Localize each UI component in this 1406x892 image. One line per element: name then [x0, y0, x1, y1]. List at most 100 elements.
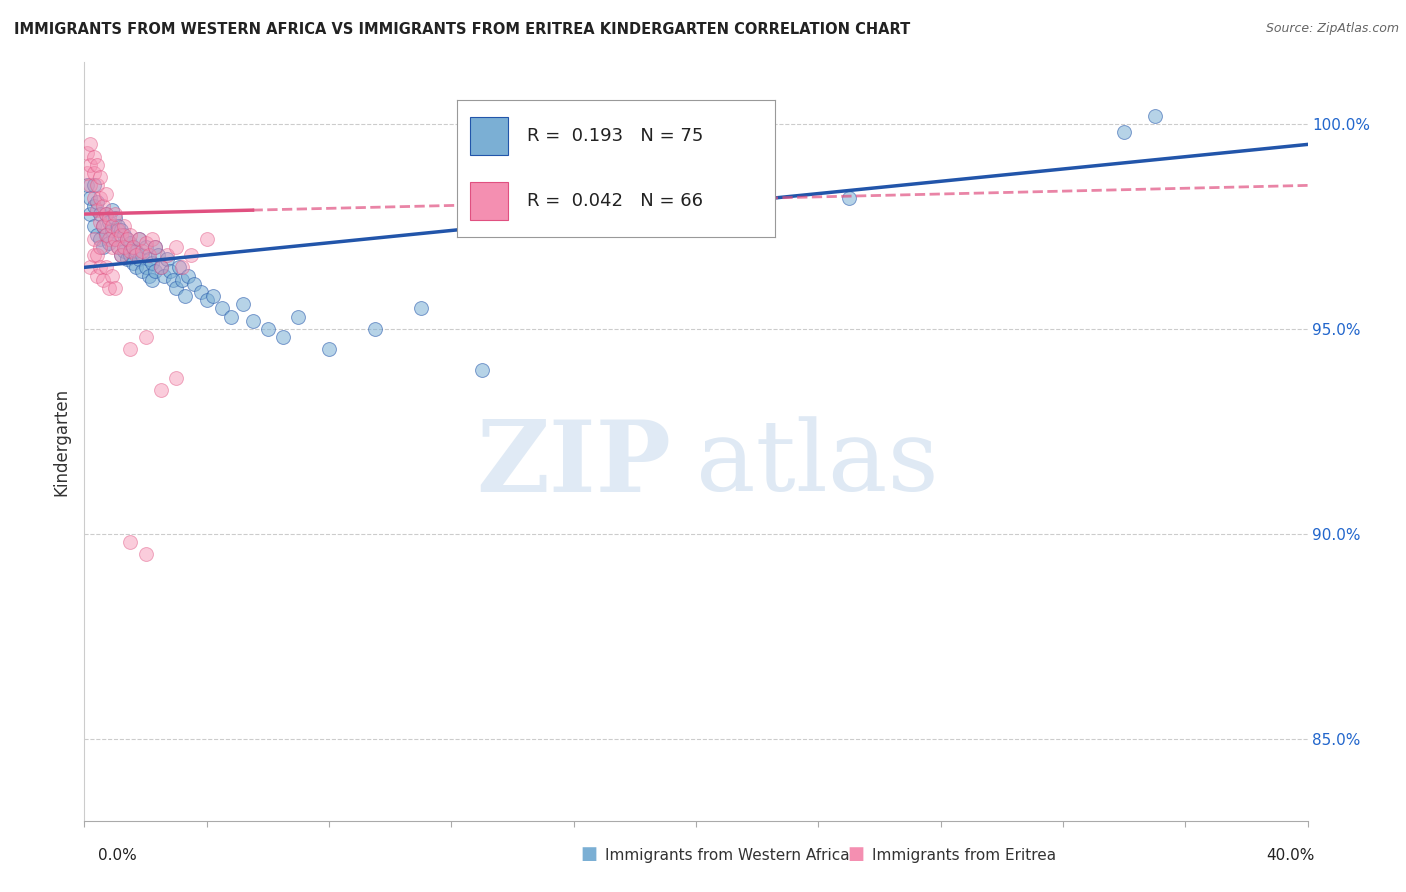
Text: atlas: atlas	[696, 417, 939, 512]
Point	[86, 158, 108, 172]
Point	[201, 289, 224, 303]
Point	[104, 281, 127, 295]
Point	[97, 232, 120, 246]
Point	[94, 186, 117, 201]
Point	[131, 264, 153, 278]
Point	[135, 235, 157, 250]
Point	[112, 244, 135, 258]
Point	[120, 244, 142, 258]
Point	[138, 248, 160, 262]
Point	[177, 268, 200, 283]
Point	[89, 207, 111, 221]
Point	[838, 191, 860, 205]
Point	[115, 232, 138, 246]
Point	[76, 145, 98, 160]
Point	[89, 191, 111, 205]
Point	[86, 194, 108, 209]
Point	[120, 535, 142, 549]
Point	[89, 260, 111, 275]
Point	[120, 235, 142, 250]
Point	[135, 330, 157, 344]
Point	[141, 256, 163, 270]
Text: ■: ■	[581, 846, 598, 863]
Point	[79, 260, 101, 275]
Point	[83, 191, 105, 205]
Point	[219, 310, 242, 324]
Point	[128, 232, 150, 246]
Point	[107, 219, 129, 234]
Point	[107, 240, 129, 254]
Point	[112, 219, 135, 234]
Point	[86, 248, 108, 262]
Point	[146, 248, 169, 262]
Point	[257, 322, 280, 336]
Point	[141, 232, 163, 246]
Point	[165, 371, 187, 385]
Point	[162, 273, 184, 287]
Point	[149, 384, 172, 398]
Point	[115, 252, 138, 267]
Point	[120, 227, 142, 242]
Point	[91, 219, 114, 234]
Point	[125, 260, 148, 275]
Point	[153, 268, 176, 283]
Point	[131, 248, 153, 262]
Text: 0.0%: 0.0%	[98, 848, 138, 863]
Point	[104, 207, 127, 221]
Point	[242, 313, 264, 327]
Point	[364, 322, 387, 336]
Point	[101, 268, 124, 283]
Point	[91, 273, 114, 287]
Point	[183, 277, 205, 291]
Point	[190, 285, 212, 299]
Point	[115, 232, 138, 246]
Point	[143, 240, 166, 254]
Point	[89, 240, 111, 254]
Point	[76, 178, 98, 193]
Point	[97, 235, 120, 250]
Point	[79, 137, 101, 152]
Text: IMMIGRANTS FROM WESTERN AFRICA VS IMMIGRANTS FROM ERITREA KINDERGARTEN CORRELATI: IMMIGRANTS FROM WESTERN AFRICA VS IMMIGR…	[14, 22, 910, 37]
Point	[91, 240, 114, 254]
Point	[86, 178, 108, 193]
Point	[165, 240, 187, 254]
Point	[287, 310, 309, 324]
Point	[94, 207, 117, 221]
Point	[112, 227, 135, 242]
Point	[89, 170, 111, 185]
Point	[172, 260, 194, 275]
Point	[143, 240, 166, 254]
Point	[79, 191, 101, 205]
Point	[125, 244, 148, 258]
Point	[91, 199, 114, 213]
Point	[143, 264, 166, 278]
Text: Source: ZipAtlas.com: Source: ZipAtlas.com	[1265, 22, 1399, 36]
Point	[165, 281, 187, 295]
Text: Immigrants from Eritrea: Immigrants from Eritrea	[872, 848, 1056, 863]
Point	[471, 363, 494, 377]
Point	[83, 219, 105, 234]
Point	[89, 232, 111, 246]
Point	[1114, 125, 1136, 139]
Point	[141, 273, 163, 287]
Text: ZIP: ZIP	[477, 416, 672, 513]
Point	[83, 248, 105, 262]
Point	[128, 252, 150, 267]
Point	[94, 207, 117, 221]
Point	[138, 252, 160, 267]
Point	[112, 240, 135, 254]
Point	[318, 343, 340, 357]
Point	[91, 219, 114, 234]
Text: ■: ■	[848, 846, 865, 863]
Y-axis label: Kindergarten: Kindergarten	[52, 387, 70, 496]
Point	[97, 281, 120, 295]
Point	[86, 227, 108, 242]
Point	[104, 211, 127, 226]
Point	[107, 240, 129, 254]
Point	[131, 244, 153, 258]
Point	[156, 248, 179, 262]
Point	[97, 211, 120, 226]
Point	[195, 232, 218, 246]
Point	[94, 227, 117, 242]
Point	[174, 289, 197, 303]
